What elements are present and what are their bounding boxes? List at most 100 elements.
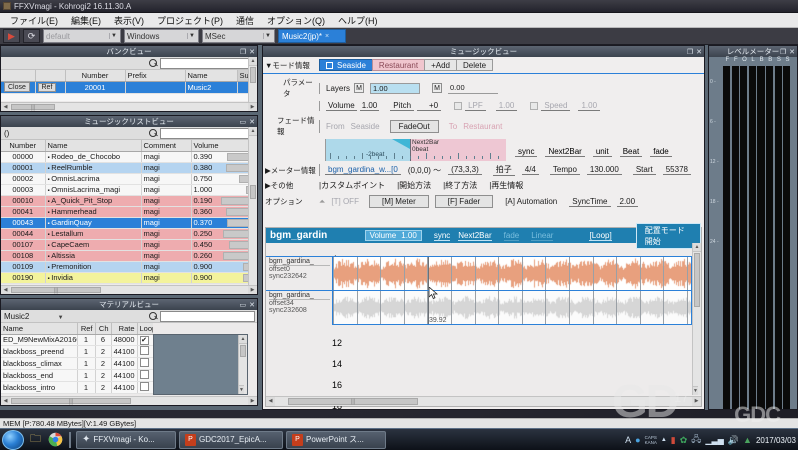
speed-checkbox[interactable] bbox=[530, 102, 539, 110]
mat-cell-loop[interactable] bbox=[137, 345, 153, 358]
scroll-up-icon[interactable]: ▲ bbox=[693, 243, 701, 252]
table-row[interactable]: blackboss_preend 1 2 44100 bbox=[1, 345, 153, 358]
table-row[interactable]: 00190 ▪ Invidia magi 0.900 bbox=[1, 272, 248, 284]
mode-add-button[interactable]: +Add bbox=[424, 59, 457, 71]
minimize-icon[interactable]: ▭ bbox=[239, 118, 247, 126]
ml-col-name[interactable]: Name bbox=[45, 140, 142, 152]
chevron-down-icon[interactable]: ▼ bbox=[57, 314, 64, 321]
scroll-right-icon[interactable]: ▶ bbox=[248, 103, 257, 111]
layer-a-value[interactable]: 1.00 bbox=[370, 82, 421, 94]
arrange-horizontal-scrollbar[interactable]: ◀ ||| ▶ bbox=[266, 396, 701, 406]
close-button[interactable]: Close bbox=[4, 82, 30, 92]
table-row[interactable]: Close Ref 20001 Music2 bbox=[1, 81, 248, 94]
mode-info-label[interactable]: ▼モード情報 bbox=[265, 60, 310, 70]
menu-network[interactable]: 通信 bbox=[236, 15, 255, 26]
table-row[interactable]: 00003 ▪ OmnisLacrima_magi magi 1.000 bbox=[1, 184, 248, 196]
scroll-up-icon[interactable]: ▲ bbox=[239, 335, 247, 344]
restore-icon[interactable]: ❐ bbox=[239, 48, 247, 56]
other-item-end-method[interactable]: |終了方法 bbox=[443, 181, 478, 190]
mat-col-ch[interactable]: Ch bbox=[95, 323, 112, 335]
bank-horizontal-scrollbar[interactable]: ◀ ||| ▶ bbox=[1, 102, 257, 111]
mat-cell-loop[interactable] bbox=[137, 381, 153, 394]
option-t-toggle[interactable]: [T] OFF bbox=[331, 197, 359, 206]
track-2-sync[interactable]: 232608 bbox=[283, 307, 307, 314]
arrange-fade-value[interactable]: Linear bbox=[531, 230, 554, 241]
scroll-thumb[interactable]: ||| bbox=[11, 104, 55, 111]
checkbox-icon[interactable] bbox=[326, 61, 333, 69]
mat-cell-loop[interactable] bbox=[137, 369, 153, 382]
track-2-offset[interactable]: 34 bbox=[286, 300, 294, 307]
track-1-sync[interactable]: 232642 bbox=[283, 273, 307, 280]
layer-b-value[interactable]: 0.00 bbox=[448, 82, 499, 94]
mode-tab-seaside[interactable]: Seaside bbox=[319, 59, 373, 71]
table-row[interactable]: 00191▪ ApocalypsisNoctismagi0.900 bbox=[1, 283, 248, 284]
close-icon[interactable]: ✕ bbox=[249, 118, 255, 126]
meter-name[interactable]: bgm_gardina_w...[0 bbox=[325, 165, 401, 175]
folder-icon[interactable]: 🗀 bbox=[30, 433, 41, 445]
close-icon[interactable]: ✕ bbox=[249, 301, 255, 309]
other-info-label[interactable]: ▶その他 bbox=[265, 181, 294, 190]
table-row[interactable]: 00010 ▪ A_Quick_Pit_Stop magi 0.190 bbox=[1, 195, 248, 207]
signal-icon[interactable]: ▁▃▅ bbox=[705, 435, 724, 445]
scroll-left-icon[interactable]: ◀ bbox=[266, 397, 275, 406]
table-row[interactable]: 00044 ▪ Lestallum magi 0.250 bbox=[1, 228, 248, 240]
ml-cell-volume[interactable]: 0.750 bbox=[191, 173, 248, 185]
lpf-checkbox[interactable] bbox=[454, 102, 463, 110]
ml-cell-volume[interactable]: 0.250 bbox=[191, 228, 248, 240]
scroll-right-icon[interactable]: ▶ bbox=[692, 397, 701, 406]
loop-checkbox[interactable] bbox=[139, 357, 149, 367]
speed-value[interactable]: 1.00 bbox=[578, 101, 601, 111]
ml-cell-volume[interactable]: 0.190 bbox=[191, 195, 248, 207]
meter-button[interactable]: [M] Meter bbox=[368, 195, 429, 208]
material-search-input[interactable] bbox=[160, 310, 255, 322]
bank-col-number[interactable]: Number bbox=[65, 70, 126, 82]
search-icon[interactable] bbox=[148, 311, 158, 321]
antivirus-icon[interactable]: ✿ bbox=[679, 434, 688, 445]
ml-col-volume[interactable]: Volume bbox=[191, 140, 248, 152]
scroll-thumb[interactable]: ||| bbox=[11, 287, 101, 294]
scroll-up-icon[interactable]: ▲ bbox=[249, 127, 257, 136]
scroll-thumb[interactable]: ||| bbox=[11, 398, 131, 405]
meter-start-value[interactable]: 55378 bbox=[662, 165, 691, 175]
material-selector[interactable]: Music2 bbox=[4, 311, 30, 321]
scroll-right-icon[interactable]: ▶ bbox=[248, 286, 257, 294]
arrange-volume-value[interactable]: 1.00 bbox=[401, 231, 417, 240]
ml-cell-volume[interactable]: 0.260 bbox=[191, 250, 248, 262]
scroll-left-icon[interactable]: ◀ bbox=[1, 286, 10, 294]
close-icon[interactable]: ✕ bbox=[696, 48, 702, 56]
search-icon[interactable] bbox=[148, 58, 158, 68]
ml-cell-volume[interactable]: 0.370 bbox=[191, 217, 248, 229]
table-row[interactable]: 00001 ▪ ReelRumble magi 0.380 bbox=[1, 162, 248, 174]
material-horizontal-scrollbar[interactable]: ◀ ||| ▶ bbox=[1, 396, 257, 405]
ime-icon[interactable]: A bbox=[625, 435, 632, 445]
play-icon[interactable]: ▶ bbox=[3, 29, 20, 43]
volume-value[interactable]: 1.00 bbox=[359, 101, 380, 111]
scroll-down-icon[interactable]: ▼ bbox=[693, 386, 698, 395]
ref-button[interactable]: Ref bbox=[37, 83, 57, 92]
fade-sync-value[interactable]: Next2Bar bbox=[545, 147, 585, 157]
scroll-thumb[interactable] bbox=[250, 185, 256, 199]
other-item-start-method[interactable]: |開始方法 bbox=[397, 181, 432, 190]
track-row-1[interactable]: bgm_gardina_ offset0 sync232642 bbox=[266, 256, 692, 290]
table-row[interactable]: ED_M9NewMixA201600011648000✔ bbox=[1, 334, 153, 346]
mat-col-loop[interactable]: Loop bbox=[137, 323, 153, 335]
menu-file[interactable]: ファイル(E) bbox=[10, 15, 58, 26]
track-1-offset[interactable]: 0 bbox=[286, 266, 290, 273]
table-row[interactable]: 00043 ▪ GardinQuay magi 0.370 bbox=[1, 217, 248, 229]
ml-cell-volume[interactable]: 0.900 bbox=[191, 261, 248, 273]
meter-range-to[interactable]: (73,3,3) bbox=[448, 165, 482, 175]
timeline-ruler[interactable]: 468101214161820222426283032 bbox=[266, 243, 692, 409]
loop-checkbox[interactable]: ✔ bbox=[139, 335, 149, 344]
table-row[interactable]: blackboss_end 1 2 44100 bbox=[1, 369, 153, 382]
drive-icon[interactable]: ▲ bbox=[743, 435, 752, 445]
bank-col-suffix[interactable]: Suffix bbox=[237, 70, 248, 82]
fade-graph[interactable]: -2beat Next2Bar 0beat bbox=[325, 139, 506, 161]
mode-tab-restaurant[interactable]: Restaurant bbox=[371, 59, 426, 71]
ml-cell-volume[interactable]: 0.450 bbox=[191, 239, 248, 251]
unit-combo[interactable]: MSec ▼ bbox=[202, 29, 275, 43]
taskbar-item-ffxvmagi[interactable]: ✦ FFXVmagi - Ko... bbox=[76, 430, 176, 449]
shield-icon[interactable]: ▮ bbox=[670, 434, 676, 445]
ml-col-number[interactable]: Number bbox=[1, 140, 46, 152]
network-icon[interactable]: 🖧 bbox=[691, 434, 702, 444]
